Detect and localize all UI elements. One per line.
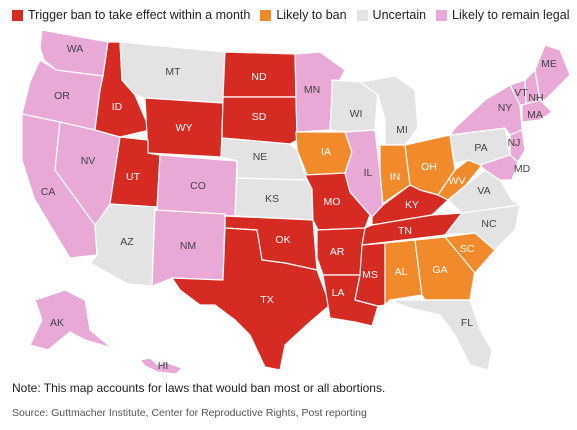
label-hi: HI (158, 360, 169, 372)
legend-label-uncertain: Uncertain (372, 8, 427, 22)
state-fl[interactable] (389, 299, 493, 371)
legend-swatch-likely-ban (260, 9, 272, 21)
label-md: MD (514, 163, 531, 175)
label-ia: IA (321, 146, 331, 158)
label-az: AZ (120, 236, 134, 248)
map-note: Note: This map accounts for laws that wo… (12, 381, 386, 395)
map-source: Source: Guttmacher Institute, Center for… (12, 407, 367, 419)
label-al: AL (395, 266, 408, 278)
label-ut: UT (126, 171, 141, 183)
label-la: LA (332, 287, 345, 299)
label-nd: ND (251, 71, 267, 83)
label-nh: NH (528, 92, 543, 104)
label-ky: KY (405, 199, 419, 211)
label-tx: TX (260, 294, 273, 306)
state-ak[interactable] (29, 289, 113, 351)
label-mi: MI (396, 124, 408, 136)
label-wa: WA (67, 43, 84, 55)
state-ma[interactable] (521, 99, 553, 123)
label-fl: FL (461, 317, 473, 329)
label-in: IN (390, 171, 401, 183)
legend-swatch-trigger (12, 9, 23, 21)
label-ny: NY (498, 102, 513, 114)
label-nj: NJ (508, 137, 521, 149)
label-id: ID (112, 101, 123, 113)
label-nm: NM (180, 240, 196, 252)
label-nc: NC (481, 218, 497, 230)
legend-swatch-uncertain (356, 9, 368, 21)
label-ok: OK (275, 234, 290, 246)
label-me: ME (541, 58, 557, 70)
label-ar: AR (330, 246, 345, 258)
state-va[interactable] (447, 169, 521, 214)
label-mn: MN (304, 84, 320, 96)
legend-item-uncertain: Uncertain (356, 8, 427, 22)
label-ms: MS (362, 269, 378, 281)
label-oh: OH (421, 161, 437, 173)
state-nj[interactable] (509, 129, 526, 163)
label-ca: CA (41, 186, 56, 198)
state-sd[interactable] (221, 96, 298, 145)
label-ga: GA (432, 264, 447, 276)
label-wv: WV (449, 175, 466, 187)
legend-item-likely-ban: Likely to ban (260, 8, 347, 22)
us-abortion-map: WA OR CA NV ID MT WY UT AZ CO NM ND SD N… (21, 30, 571, 375)
label-wy: WY (176, 122, 193, 134)
map-legend: Trigger ban to take effect within a mont… (12, 8, 569, 22)
legend-label-likely-ban: Likely to ban (276, 8, 347, 22)
label-wi: WI (350, 108, 363, 120)
label-sc: SC (460, 243, 475, 255)
label-ne: NE (253, 151, 268, 163)
state-hi[interactable] (139, 357, 183, 375)
label-vt: VT (514, 87, 528, 99)
label-va: VA (477, 185, 490, 197)
label-ma: MA (527, 109, 543, 121)
label-il: IL (364, 167, 373, 179)
label-tn: TN (398, 225, 412, 237)
state-al[interactable] (384, 239, 423, 306)
label-co: CO (190, 180, 206, 192)
label-sd: SD (252, 111, 267, 123)
legend-label-remain-legal: Likely to remain legal (452, 8, 570, 22)
label-or: OR (54, 90, 70, 102)
legend-item-remain-legal: Likely to remain legal (436, 8, 569, 22)
label-ks: KS (265, 193, 279, 205)
legend-item-trigger: Trigger ban to take effect within a mont… (12, 8, 250, 22)
state-md[interactable] (479, 154, 519, 181)
label-nv: NV (81, 155, 96, 167)
state-tx[interactable] (171, 227, 331, 371)
label-pa: PA (474, 142, 487, 154)
label-mo: MO (324, 196, 341, 208)
label-ak: AK (50, 317, 64, 329)
legend-label-trigger: Trigger ban to take effect within a mont… (28, 8, 251, 22)
legend-swatch-remain-legal (436, 9, 448, 21)
label-mt: MT (165, 66, 181, 78)
